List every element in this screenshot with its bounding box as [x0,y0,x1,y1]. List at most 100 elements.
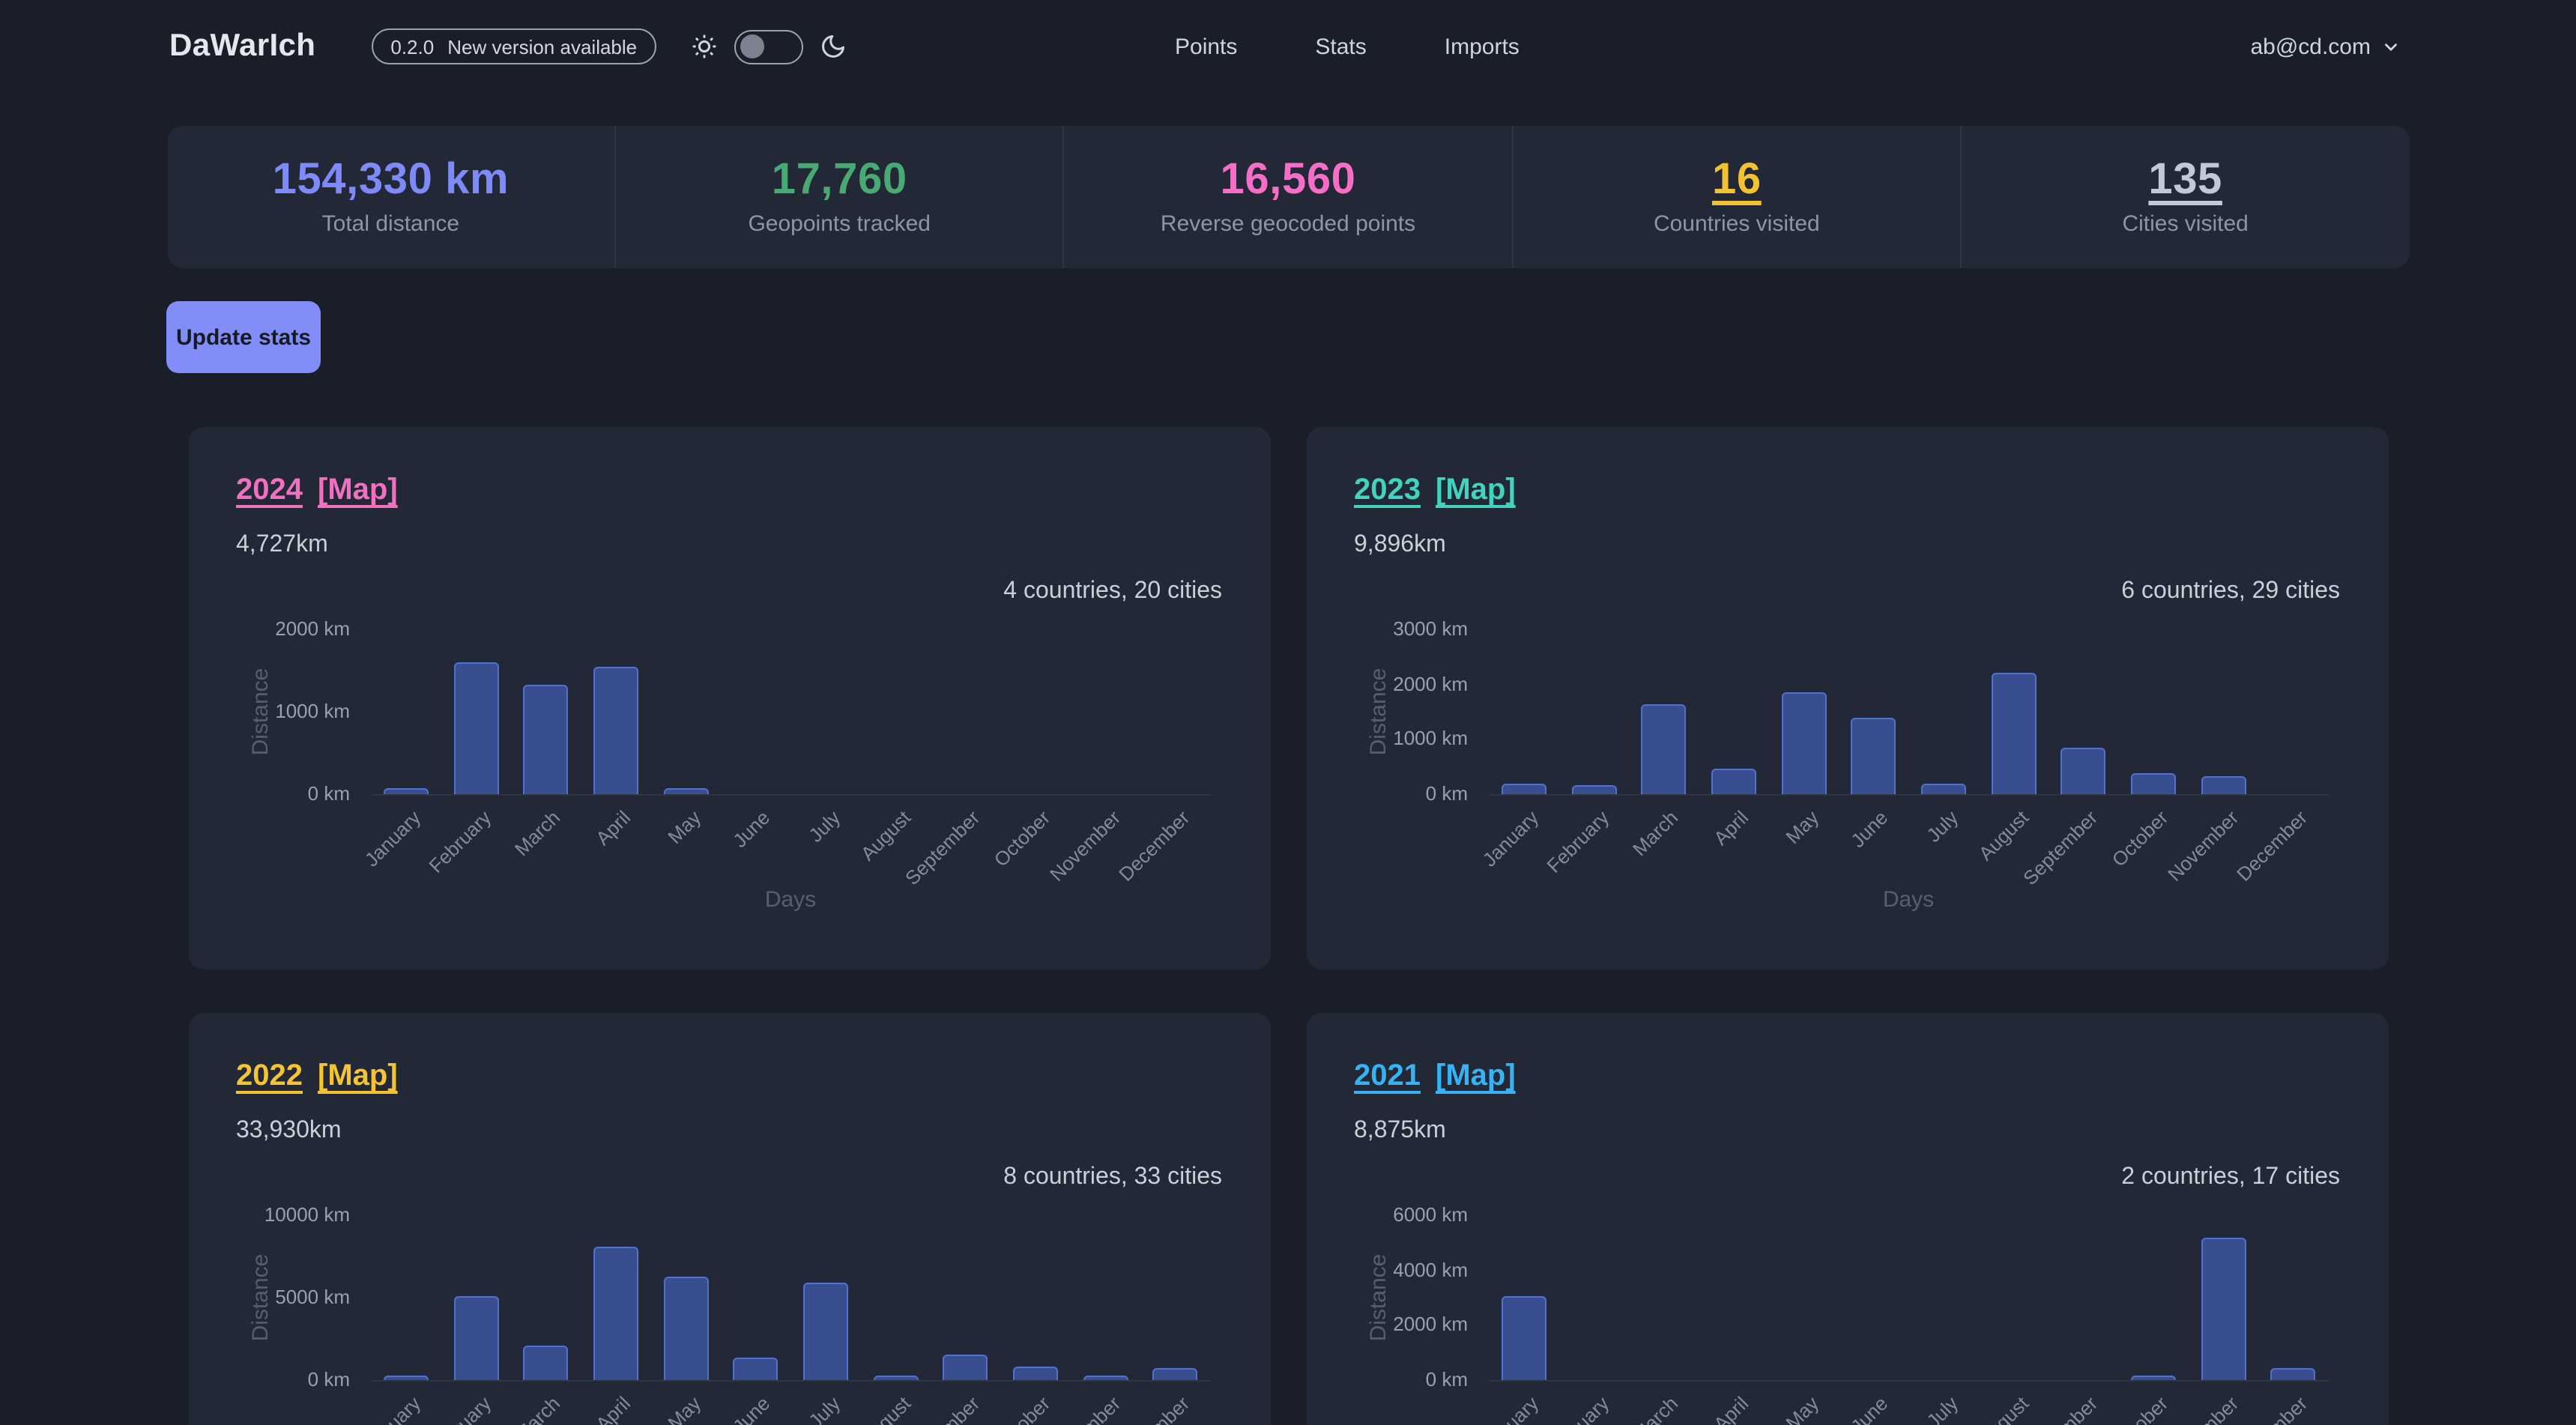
y-tick-label: 0 km [307,1368,350,1391]
y-tick-label: 0 km [1425,1368,1468,1391]
x-tick-label: July [1921,806,1962,847]
bar-february [453,662,498,794]
theme-toggle-knob[interactable] [740,34,765,58]
bar-may [1781,692,1826,794]
x-tick-label: October [2107,806,2172,871]
y-tick-label: 3000 km [1393,617,1468,640]
app-header: DaWarIch 0.2.0 New version available [0,0,2576,93]
bar-january [1501,783,1546,794]
version-badge[interactable]: 0.2.0 New version available [371,28,657,64]
bar-march [1641,704,1687,794]
stat-label: Reverse geocoded points [1160,211,1416,236]
x-tick-label: September [2019,806,2102,890]
bar-february [453,1295,498,1380]
stat-label: Countries visited [1653,211,1820,236]
x-tick-label: August [1973,806,2033,865]
bar-november [2201,776,2246,794]
year-distance: 33,930km [236,1118,342,1143]
bar-december [1152,1368,1198,1380]
app-logo[interactable]: DaWarIch [169,28,316,63]
year-cards-grid: 2024 [Map] 4,727km 4 countries, 20 cities Di… [188,427,2388,1425]
year-link-2022[interactable]: 2022 [236,1059,303,1092]
x-axis-line [1489,1380,2328,1382]
bar-may [663,787,708,794]
distance-by-month-chart: Distance 0 km 1000 km 2000 km 3000 km January… [1354,608,2340,926]
x-tick-label: March [1628,806,1683,861]
bar-march [523,684,569,794]
year-distance: 9,896km [1354,532,1446,557]
x-tick-label: February [1541,806,1613,877]
header-left-group: DaWarIch 0.2.0 New version available [169,28,847,64]
y-tick-label: 1000 km [275,700,350,722]
year-card-title: 2021 [Map] [1354,1058,2340,1094]
x-tick-label: January [360,806,425,871]
stats-summary-row: 154,330 km Total distance 17,760 Geopoints … [167,126,2409,268]
year-card-2021: 2021 [Map] 8,875km 2 countries, 17 cities Di… [1306,1013,2388,1425]
x-tick-label: January [360,1392,425,1425]
year-card-title: 2024 [Map] [236,472,1222,508]
nav-item-points[interactable]: Points [1175,34,1238,59]
bar-november [1083,1375,1128,1380]
stat-label: Geopoints tracked [748,211,931,236]
x-tick-label: July [803,806,844,847]
bar-april [1711,768,1756,794]
x-axis-line [371,1380,1210,1382]
version-number: 0.2.0 [390,35,435,58]
bar-may [663,1276,708,1380]
map-link-2024[interactable]: [Map] [318,474,398,506]
x-tick-label: January [1478,806,1543,871]
x-tick-label: November [1044,806,1125,886]
nav-item-imports[interactable]: Imports [1444,34,1520,59]
x-axis-line [1489,794,2328,796]
map-link-2022[interactable]: [Map] [318,1059,398,1092]
nav-item-stats[interactable]: Stats [1315,34,1367,59]
stat-value: 17,760 [771,155,907,203]
y-tick-label: 5000 km [275,1286,350,1308]
map-link-2023[interactable]: [Map] [1436,474,1516,506]
x-tick-label: November [2162,806,2243,886]
x-axis-title: Days [764,887,817,913]
year-distance: 4,727km [236,532,328,557]
x-tick-label: December [1114,806,1194,886]
bar-september [943,1354,988,1380]
bar-october [2130,772,2176,794]
bar-august [1991,672,2036,794]
y-tick-label: 1000 km [1393,727,1468,750]
year-card-title: 2022 [Map] [236,1058,1222,1094]
distance-by-month-chart: Distance 0 km 1000 km 2000 km January Februar… [236,608,1222,926]
bar-july [802,1283,848,1380]
x-tick-label: February [423,806,495,877]
theme-toggle[interactable] [734,29,804,64]
stat-label: Cities visited [2122,211,2249,236]
year-link-2021[interactable]: 2021 [1354,1059,1421,1092]
stat-value: 154,330 km [272,155,510,203]
bar-january [383,787,429,794]
y-tick-label: 2000 km [275,617,350,640]
year-link-2024[interactable]: 2024 [236,474,303,506]
version-label: New version available [447,35,638,58]
x-tick-label: September [901,806,985,890]
bar-june [1851,717,1896,794]
year-link-2023[interactable]: 2023 [1354,474,1421,506]
map-link-2021[interactable]: [Map] [1436,1059,1516,1092]
x-tick-label: December [2232,806,2312,886]
y-tick-label: 2000 km [1393,672,1468,695]
bar-october [2130,1376,2176,1380]
stat-total-distance: 154,330 km Total distance [167,126,614,268]
x-tick-label: October [989,806,1054,871]
bar-january [383,1376,429,1380]
bar-march [523,1345,569,1380]
stat-value-link[interactable]: 135 [2148,155,2222,203]
x-tick-label: May [1780,806,1823,848]
year-card-title: 2023 [Map] [1354,472,2340,508]
user-menu[interactable]: ab@cd.com [2250,34,2401,59]
x-axis-title: Days [1882,887,1935,913]
x-tick-label: January [1478,1392,1543,1425]
stat-value-link[interactable]: 16 [1711,155,1762,203]
bar-september [2061,747,2106,794]
year-countries-cities: 2 countries, 17 cities [2121,1164,2340,1190]
stat-cities-visited: 135 Cities visited [1960,126,2409,268]
update-stats-button[interactable]: Update stats [166,301,321,373]
